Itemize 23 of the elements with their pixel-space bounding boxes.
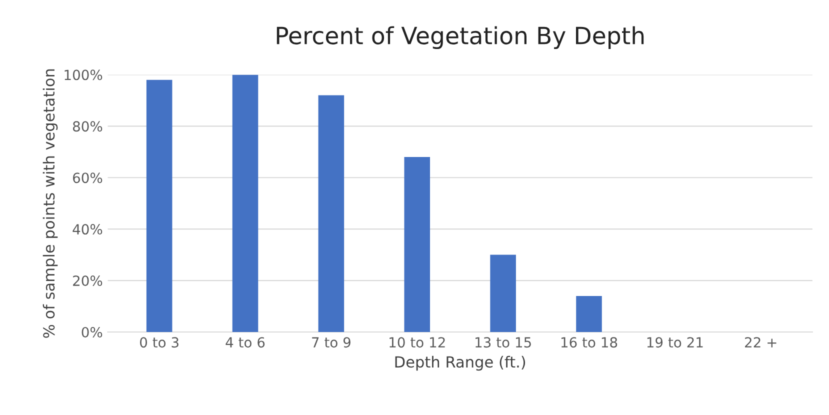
bar (404, 157, 430, 332)
y-tick-label: 40% (72, 224, 102, 235)
bar (232, 74, 258, 332)
x-tick-label: 10 to 12 (390, 337, 445, 348)
x-axis-title: Depth Range (ft.) (395, 356, 526, 371)
y-tick-label: 80% (72, 121, 102, 132)
x-tick-label: 13 to 15 (476, 337, 531, 348)
x-tick-label: 0 to 3 (140, 337, 178, 348)
y-tick-label: 60% (73, 172, 102, 184)
bar (146, 80, 172, 332)
y-axis-title: % of sample points with vegetation (42, 69, 58, 338)
y-tick-label: 20% (73, 276, 102, 286)
bar (576, 296, 602, 332)
y-tick-label: 100% (64, 70, 102, 80)
x-tick-label: 22 + (745, 337, 776, 348)
chart-title: Percent of Vegetation By Depth (276, 26, 644, 50)
x-tick-label: 4 to 6 (226, 337, 265, 348)
x-tick-label: 7 to 9 (312, 337, 350, 348)
x-tick-label: 19 to 21 (647, 337, 703, 348)
x-tick-label: 16 to 18 (561, 337, 618, 348)
y-tick-label: 0% (82, 326, 102, 338)
bar (490, 254, 516, 332)
bar (318, 95, 344, 332)
